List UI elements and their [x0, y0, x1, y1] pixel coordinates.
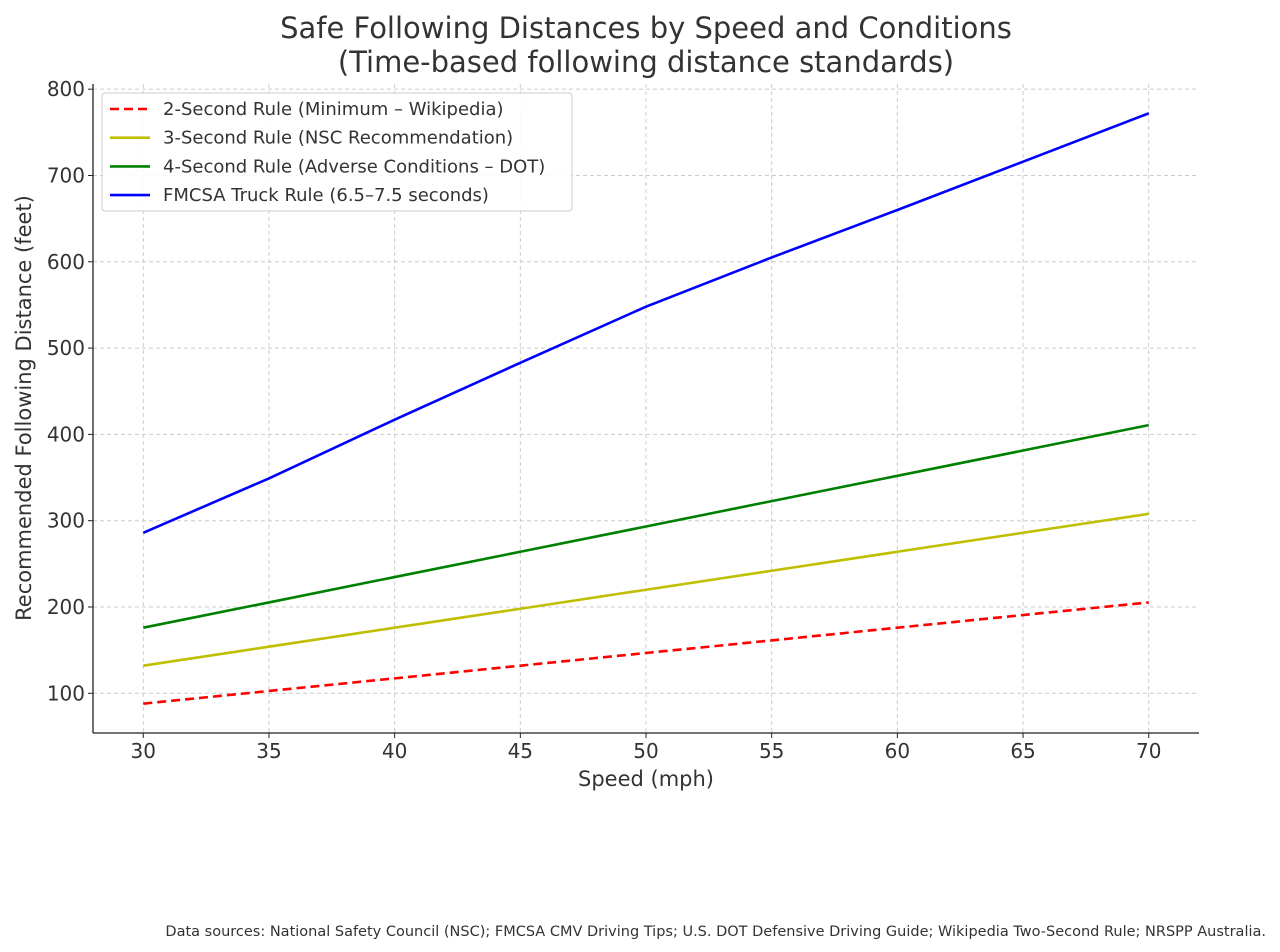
x-tick-label: 60 — [885, 739, 910, 763]
x-axis-label: Speed (mph) — [578, 767, 714, 791]
legend-label: 2-Second Rule (Minimum – Wikipedia) — [163, 99, 504, 120]
x-tick-label: 65 — [1010, 739, 1035, 763]
x-tick-label: 55 — [759, 739, 784, 763]
x-tick-label: 70 — [1136, 739, 1161, 763]
series-lines — [142, 112, 1150, 705]
y-tick-label: 700 — [47, 163, 85, 187]
y-tick-label: 500 — [47, 336, 85, 360]
series-line — [142, 112, 1150, 534]
chart-title: Safe Following Distances by Speed and Co… — [280, 11, 1012, 45]
legend: 2-Second Rule (Minimum – Wikipedia) 3-Sec… — [101, 92, 573, 212]
x-tick-label: 35 — [256, 739, 281, 763]
legend-box — [101, 92, 573, 212]
legend-label: FMCSA Truck Rule (6.5–7.5 seconds) — [163, 185, 489, 206]
y-tick-label: 100 — [47, 681, 85, 705]
x-tick-label: 45 — [508, 739, 533, 763]
y-axis-label: Recommended Following Distance (feet) — [12, 195, 36, 621]
series-line — [143, 512, 1149, 667]
footnote: Data sources: National Safety Council (N… — [165, 924, 1266, 940]
legend-label: 4-Second Rule (Adverse Conditions – DOT) — [163, 156, 545, 177]
y-tick-label: 200 — [47, 595, 85, 619]
y-tick-label: 400 — [47, 422, 85, 446]
legend-label: 3-Second Rule (NSC Recommendation) — [163, 128, 513, 149]
chart-subtitle: (Time-based following distance standards… — [338, 45, 954, 79]
y-tick-label: 600 — [47, 250, 85, 274]
y-tick-label: 300 — [47, 509, 85, 533]
series-line — [143, 601, 1149, 705]
y-tick-label: 800 — [47, 77, 85, 101]
x-tick-label: 30 — [131, 739, 156, 763]
x-tick-label: 50 — [633, 739, 658, 763]
ticks: 30 35 40 45 50 55 60 65 70 100 200 300 400 500 600 700 8… — [47, 77, 1162, 763]
x-tick-label: 40 — [382, 739, 407, 763]
series-line — [143, 423, 1149, 629]
